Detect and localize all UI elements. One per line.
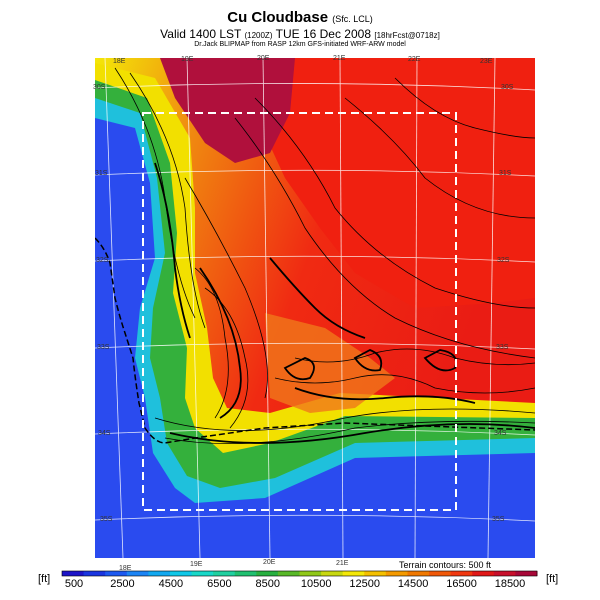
colorbar-label: 6500 [207, 578, 232, 590]
terrain-contours [114, 67, 535, 445]
colorbar-swatch [148, 571, 171, 576]
colorbar-swatch [472, 571, 495, 576]
colorbar-swatch [385, 571, 408, 576]
lon-label-bottom: 18E [119, 565, 132, 572]
colorbar-swatch [342, 571, 365, 576]
lat-label-right: 35S [492, 516, 505, 523]
colorbar-swatch [299, 571, 322, 576]
colorbar-swatch [407, 571, 430, 576]
colorbar-label: 4500 [158, 578, 184, 590]
lat-label-left: 35S [100, 516, 113, 523]
colorbar-swatch [213, 571, 236, 576]
lon-label-top: 18E [113, 58, 126, 65]
lon-label-top: 20E [257, 55, 270, 62]
lon-label-top: 21E [333, 55, 346, 62]
lon-label-bottom: 21E [336, 560, 349, 567]
model-credit: Dr.Jack BLIPMAP from RASP 12km GFS-initi… [194, 41, 406, 48]
colorbar-swatch [191, 571, 214, 576]
colorbar-label: 16500 [446, 578, 477, 590]
colorbar-swatch [105, 571, 128, 576]
colorbar-swatch [364, 571, 387, 576]
colorbar-swatch [83, 571, 106, 576]
colorbar-swatch [493, 571, 516, 576]
colorbar-label: 500 [64, 578, 84, 590]
colorbar-label: 18500 [494, 578, 526, 590]
colorbar-frame [61, 570, 538, 577]
colorbar-unit-left: [ft] [38, 573, 51, 585]
colorbar-swatch [450, 571, 473, 576]
lon-label-bottom: 19E [190, 561, 203, 568]
colorbar-swatch [169, 571, 193, 576]
colorbar-label: 10500 [300, 578, 332, 590]
lat-label-left: 34S [98, 430, 111, 437]
lon-label-top: 19E [181, 56, 194, 63]
lat-lon-grid [95, 58, 535, 558]
colorbar-swatch [62, 571, 85, 576]
lon-label-top: 23E [480, 58, 493, 65]
colorbar-swatch [234, 571, 257, 576]
colorbar-label: 2500 [110, 578, 135, 590]
lon-label-bottom: 20E [263, 559, 276, 566]
major-terrain-contours [154, 162, 535, 444]
lat-label-left: 30S [93, 84, 106, 91]
colorbar-label: 12500 [349, 578, 380, 590]
colorbar [61, 570, 538, 577]
lat-label-left: 32S [96, 257, 109, 264]
colorbar-swatch [429, 571, 452, 576]
lat-label-right: 33S [496, 344, 509, 351]
cloudbase-map [95, 58, 535, 558]
colorbar-swatch [515, 571, 538, 576]
colorbar-unit-right: [ft] [546, 573, 559, 585]
lat-label-left: 33S [97, 344, 110, 351]
colorbar-swatch [126, 571, 149, 576]
lat-label-left: 31S [95, 170, 108, 177]
lat-label-right: 32S [497, 257, 510, 264]
map-title-suffix: (Sfc. LCL) [332, 14, 373, 24]
terrain-contour-note: Terrain contours: 500 ft [399, 560, 492, 570]
lon-label-top: 22E [408, 56, 421, 63]
lat-label-right: 31S [499, 170, 512, 177]
lat-label-right: 34S [494, 430, 507, 437]
colorbar-swatch [277, 571, 300, 576]
coastline [95, 237, 535, 444]
colorbar-label: 14500 [397, 578, 429, 590]
colorbar-swatch [256, 571, 279, 576]
valid-time-line: Valid 1400 LST (1200Z) TUE 16 Dec 2008 [… [160, 27, 440, 41]
map-title: Cu Cloudbase (Sfc. LCL) [227, 9, 373, 26]
colorbar-label: 8500 [255, 578, 281, 590]
forecast-domain-box [142, 112, 457, 511]
colorbar-swatch [321, 571, 344, 576]
lat-label-right: 30S [501, 84, 514, 91]
